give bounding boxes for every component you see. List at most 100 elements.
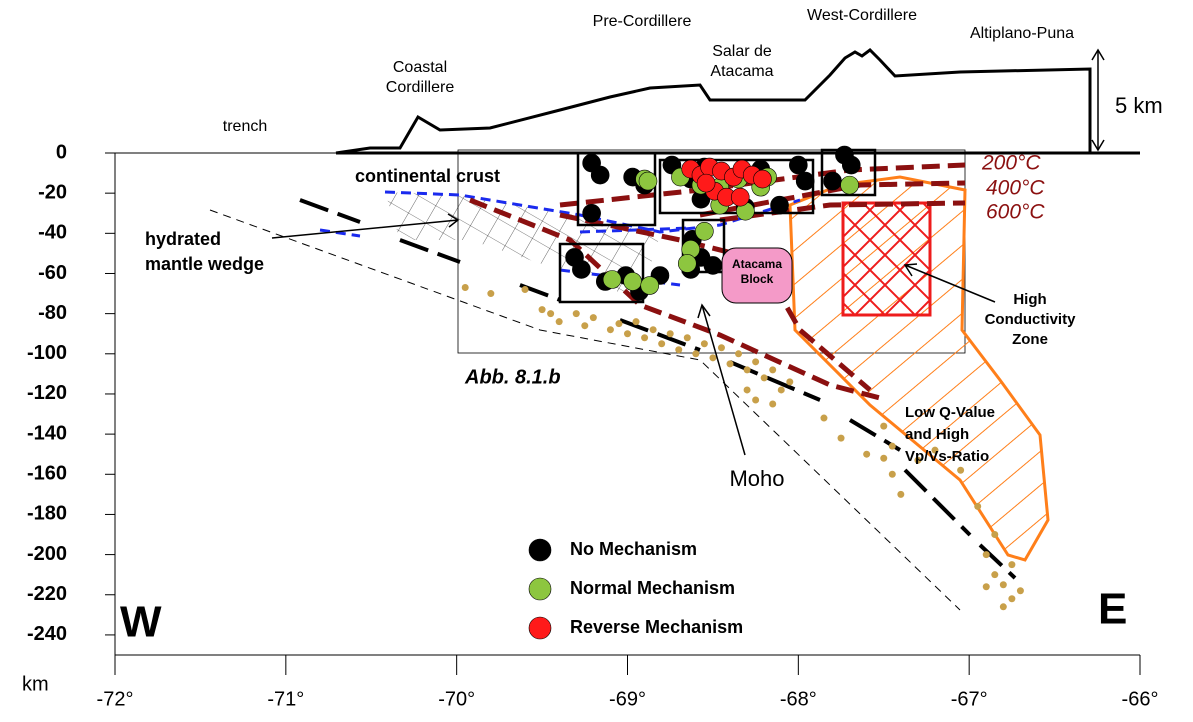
annotation: Salar de: [712, 43, 772, 60]
y-tick-label: -40: [38, 222, 67, 244]
seismicity-point: [556, 318, 563, 325]
annotation: Zone: [1012, 331, 1048, 348]
y-tick-label: -220: [27, 583, 67, 605]
seismicity-point: [641, 334, 648, 341]
x-tick-label: -66°: [1122, 688, 1159, 710]
event-point: [583, 204, 601, 222]
seismicity-point: [1000, 603, 1007, 610]
y-tick-label: -160: [27, 463, 67, 485]
seismicity-point: [581, 322, 588, 329]
y-tick-label: -200: [27, 543, 67, 565]
seismicity-point: [650, 326, 657, 333]
annotation: Low Q-Value: [905, 404, 995, 421]
annotation: hydrated: [145, 229, 221, 249]
seismicity-point: [709, 354, 716, 361]
seismicity-point: [539, 306, 546, 313]
y-tick-label: -240: [27, 623, 67, 645]
seismicity-point: [880, 455, 887, 462]
x-tick-label: -72°: [97, 688, 134, 710]
seismicity-point: [684, 334, 691, 341]
seismicity-point: [727, 360, 734, 367]
seismicity-point: [692, 350, 699, 357]
seismicity-point: [769, 366, 776, 373]
annotation: Vp/Vs-Ratio: [905, 448, 989, 465]
seismicity-point: [820, 415, 827, 422]
y-tick-label: -140: [27, 422, 67, 444]
seismicity-point: [889, 443, 896, 450]
isotherm-label: 200°C: [981, 152, 1041, 175]
seismicity-point: [897, 491, 904, 498]
x-tick-label: -69°: [609, 688, 646, 710]
event-point: [842, 156, 860, 174]
seismicity-point: [786, 378, 793, 385]
event-point: [572, 260, 590, 278]
seismicity-point: [957, 467, 964, 474]
annotation: Atacama: [732, 257, 782, 271]
seismicity-point: [624, 330, 631, 337]
seismicity-point: [863, 451, 870, 458]
seismicity-point: [1000, 581, 1007, 588]
seismicity-point: [615, 320, 622, 327]
annotation: Pre-Cordillere: [593, 13, 692, 30]
x-tick-label: -71°: [267, 688, 304, 710]
legend-marker: [529, 578, 551, 600]
legend-marker: [529, 617, 551, 639]
annotation: Abb. 8.1.b: [464, 366, 561, 388]
annotation: West-Cordillere: [807, 7, 917, 24]
seismicity-point: [487, 290, 494, 297]
y-axis-label: km: [22, 673, 49, 695]
annotation: Block: [741, 272, 774, 286]
event-point: [695, 222, 713, 240]
x-tick-label: -67°: [951, 688, 988, 710]
annotation: Cordillere: [386, 79, 455, 96]
seismicity-point: [769, 401, 776, 408]
annotation: Moho: [729, 466, 784, 491]
legend-marker: [529, 539, 551, 561]
event-point: [841, 176, 859, 194]
seismicity-point: [667, 330, 674, 337]
y-tick-label: -80: [38, 302, 67, 324]
event-point: [639, 172, 657, 190]
annotation: High: [1013, 291, 1046, 308]
seismicity-point: [991, 531, 998, 538]
annotation: trench: [223, 118, 267, 135]
legend-label: Normal Mechanism: [570, 578, 735, 598]
event-point: [789, 156, 807, 174]
event-point: [796, 172, 814, 190]
seismicity-point: [735, 350, 742, 357]
event-point: [641, 277, 659, 295]
event-point: [591, 166, 609, 184]
seismicity-point: [744, 386, 751, 393]
seismicity-point: [974, 503, 981, 510]
seismicity-point: [752, 396, 759, 403]
y-tick-label: -120: [27, 382, 67, 404]
y-tick-label: -20: [38, 181, 67, 203]
seismicity-point: [701, 340, 708, 347]
event-point: [704, 256, 722, 274]
annotation: Altiplano-Puna: [970, 25, 1074, 42]
seismicity-point: [983, 551, 990, 558]
seismicity-point: [752, 358, 759, 365]
event-point: [603, 271, 621, 289]
seismicity-point: [991, 571, 998, 578]
y-tick-label: -60: [38, 262, 67, 284]
seismicity-point: [1008, 561, 1015, 568]
seismicity-point: [633, 318, 640, 325]
seismicity-point: [889, 471, 896, 478]
legend-label: No Mechanism: [570, 539, 697, 559]
seismicity-point: [838, 435, 845, 442]
direction-label: E: [1098, 585, 1127, 634]
y-tick-label: -180: [27, 503, 67, 525]
seismicity-point: [573, 310, 580, 317]
isotherm-label: 400°C: [986, 177, 1045, 200]
isotherm-label: 600°C: [986, 201, 1045, 224]
seismicity-point: [462, 284, 469, 291]
conductivity-zone: [843, 203, 930, 315]
y-tick-label: 0: [56, 141, 67, 163]
annotation: and High: [905, 426, 969, 443]
annotation: mantle wedge: [145, 254, 264, 274]
annotation: Atacama: [710, 63, 773, 80]
event-point: [771, 196, 789, 214]
legend-label: Reverse Mechanism: [570, 617, 743, 637]
annotation: continental crust: [355, 166, 500, 186]
